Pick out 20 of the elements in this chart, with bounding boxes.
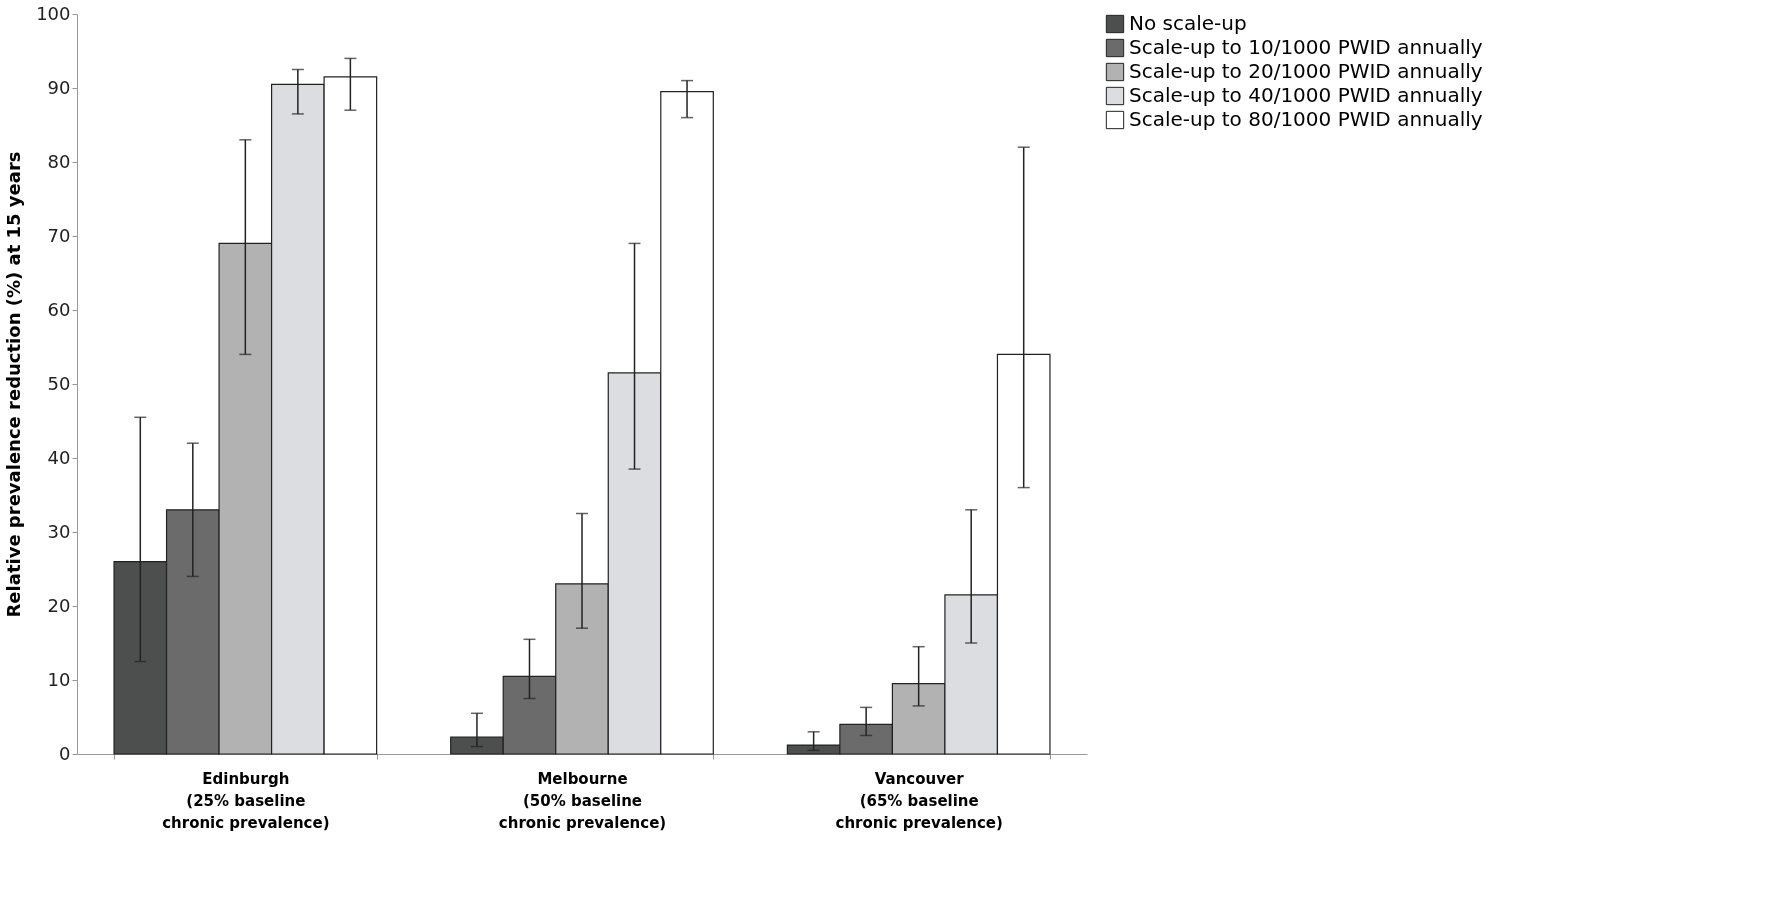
y-tick-label: 50 — [47, 372, 71, 394]
x-tick-label: Vancouver (65% baseline chronic prevalence) — [835, 769, 1003, 832]
legend-label: Scale-up to 80/1000 PWID annually — [1129, 107, 1483, 131]
y-tick-label: 0 — [59, 742, 71, 764]
y-tick-label: 90 — [47, 76, 71, 98]
legend-label: Scale-up to 10/1000 PWID annually — [1129, 35, 1483, 59]
y-tick-label: 30 — [47, 520, 71, 542]
y-tick-label: 60 — [47, 298, 71, 320]
y-axis-title: Relative prevalence reduction (%) at 15 years — [3, 151, 25, 618]
x-tick-label: Melbourne (50% baseline chronic prevalence) — [498, 769, 667, 832]
y-tick-label: 70 — [47, 224, 71, 246]
x-tick-label: Edinburgh (25% baseline chronic prevalence) — [162, 769, 330, 832]
y-tick-label: 10 — [47, 668, 71, 690]
y-tick-label: 80 — [47, 150, 71, 172]
y-tick-label: 40 — [47, 446, 71, 468]
y-tick-label: 100 — [36, 2, 71, 24]
legend-label: No scale-up — [1129, 11, 1247, 35]
legend-label: Scale-up to 40/1000 PWID annually — [1129, 83, 1483, 107]
legend-label: Scale-up to 20/1000 PWID annually — [1129, 59, 1483, 83]
y-tick-label: 20 — [47, 594, 71, 616]
